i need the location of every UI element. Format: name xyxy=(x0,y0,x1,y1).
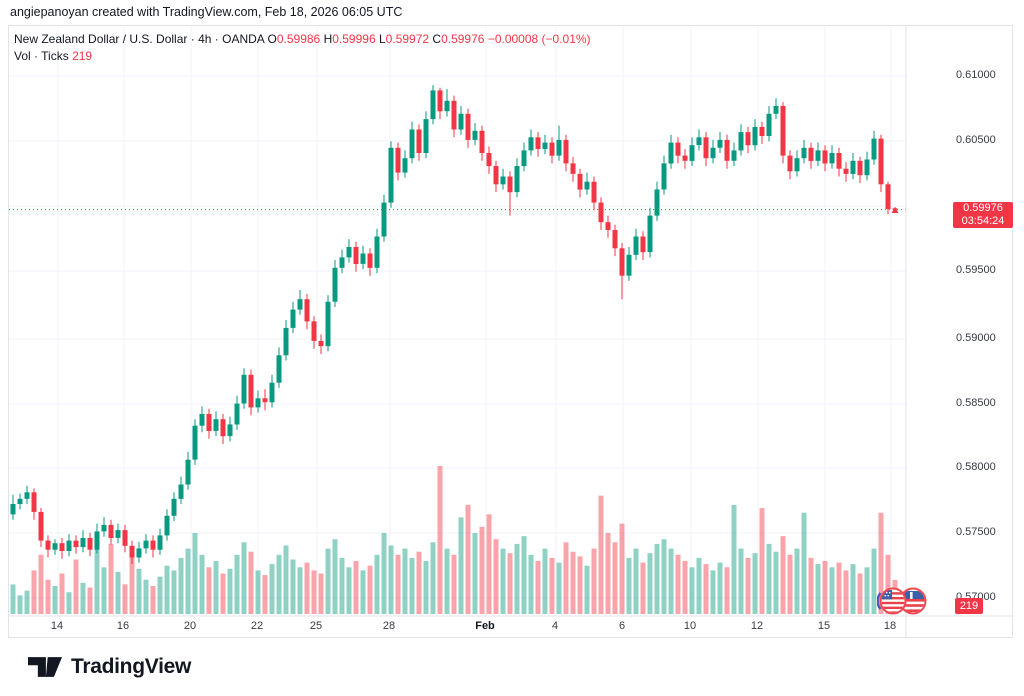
volume-value-badge: 219 xyxy=(955,598,983,614)
time-axis-label: 10 xyxy=(683,620,697,632)
price-axis-label: 0.58500 xyxy=(956,397,996,409)
legend-separator: · xyxy=(190,32,195,46)
nzd-flag-icon xyxy=(899,587,927,615)
ohlc-open: O0.59986 xyxy=(267,32,321,46)
legend-line-2: Vol · Ticks 219 xyxy=(14,49,93,63)
symbol-title[interactable]: New Zealand Dollar / U.S. Dollar xyxy=(14,32,188,46)
time-axis-label: 12 xyxy=(750,620,764,632)
ticks-value: 219 xyxy=(72,49,93,63)
interval-value[interactable]: 4h xyxy=(198,32,212,46)
tradingview-logo-mark xyxy=(28,657,62,677)
last-price-badge: 0.59976 03:54:24 xyxy=(953,202,1013,228)
time-axis-label: 4 xyxy=(551,620,559,632)
currency-pair-flags xyxy=(876,585,929,622)
time-axis-label: 6 xyxy=(618,620,626,632)
change-value: −0.00008 (−0.01%) xyxy=(487,32,591,46)
price-axis-label: 0.59500 xyxy=(956,264,996,276)
time-axis-label: 25 xyxy=(309,620,323,632)
ticks-label: Ticks xyxy=(41,49,69,63)
chart-card xyxy=(8,25,1014,639)
time-axis-label: Feb xyxy=(475,620,495,632)
price-axis-label: 0.60500 xyxy=(956,134,996,146)
attribution-text: angiepanoyan created with TradingView.co… xyxy=(10,5,403,19)
time-axis-label: 18 xyxy=(883,620,897,632)
price-axis-label: 0.61000 xyxy=(956,69,996,81)
tradingview-logo[interactable]: TradingView xyxy=(28,655,191,679)
price-axis-label: 0.58000 xyxy=(956,461,996,473)
ohlc-high: H0.59996 xyxy=(323,32,376,46)
price-axis-label: 0.59000 xyxy=(956,332,996,344)
exchange-name: OANDA xyxy=(222,32,265,46)
tradingview-logo-text: TradingView xyxy=(71,655,192,678)
time-axis-label: 28 xyxy=(382,620,396,632)
chart-canvas[interactable] xyxy=(9,26,1014,639)
time-axis-label: 16 xyxy=(116,620,130,632)
usd-flag-icon xyxy=(876,587,907,615)
legend-separator: · xyxy=(214,32,219,46)
time-axis-label: 22 xyxy=(250,620,264,632)
ohlc-close: C0.59976 xyxy=(432,32,485,46)
ohlc-low: L0.59972 xyxy=(378,32,430,46)
time-axis-label: 20 xyxy=(183,620,197,632)
legend: New Zealand Dollar / U.S. Dollar · 4h · … xyxy=(14,31,591,65)
volume-label: Vol xyxy=(14,49,31,63)
price-axis-label: 0.57500 xyxy=(956,526,996,538)
last-price-value: 0.59976 xyxy=(963,202,1003,214)
bar-countdown: 03:54:24 xyxy=(961,215,1005,227)
time-axis-label: 15 xyxy=(817,620,831,632)
legend-line-1: New Zealand Dollar / U.S. Dollar · 4h · … xyxy=(14,31,591,48)
time-axis-label: 14 xyxy=(50,620,64,632)
